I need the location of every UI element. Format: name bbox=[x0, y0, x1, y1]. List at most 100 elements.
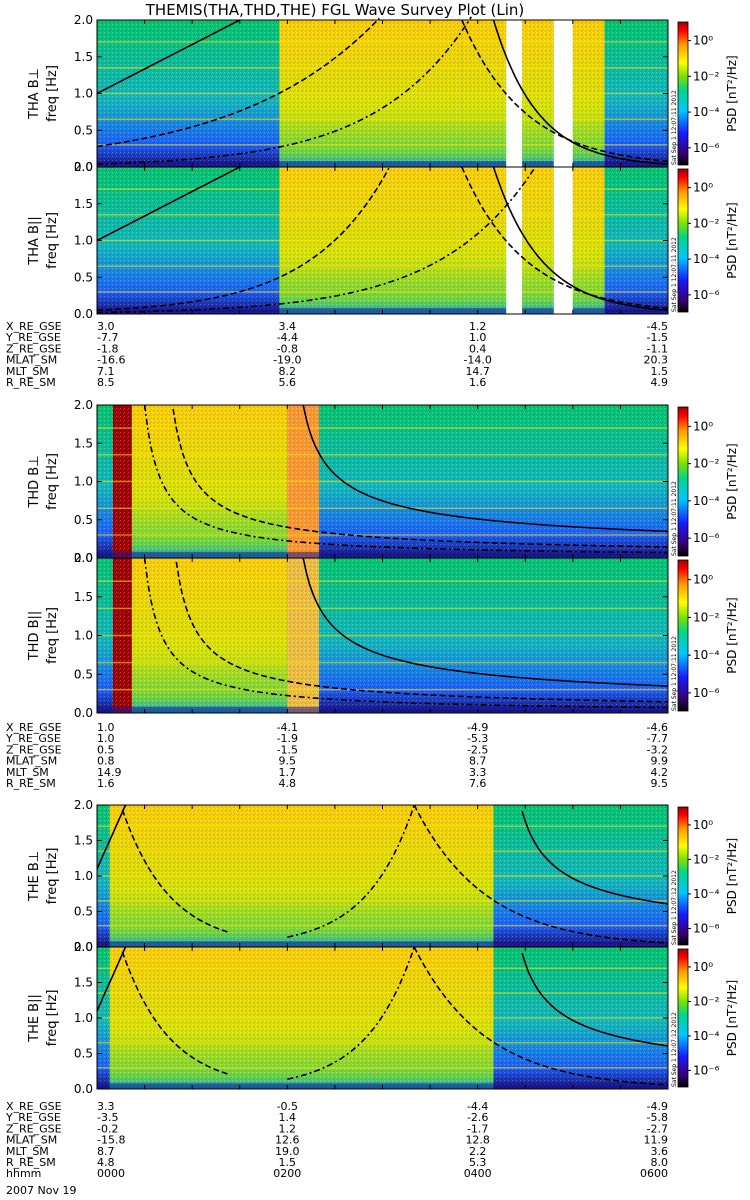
orbit-value: 4.2 bbox=[651, 766, 669, 779]
colorbar-tick-label: 10⁰ bbox=[693, 960, 713, 974]
cyclotron-curve bbox=[96, 166, 241, 242]
orbit-value: -2.5 bbox=[467, 743, 488, 756]
cyclotron-curve bbox=[96, 17, 380, 148]
panel-ylabel: THA B⊥ bbox=[27, 68, 42, 120]
orbit-row-label: MLAT_SM bbox=[6, 1134, 57, 1147]
cyclotron-curve bbox=[121, 951, 231, 1076]
orbit-value: 1.2 bbox=[469, 320, 487, 333]
cyclotron-curve bbox=[143, 404, 668, 554]
timestamp-stamp: Sat Sep 1 12:07:11 2012 bbox=[671, 237, 678, 312]
orbit-value: 5.6 bbox=[279, 376, 297, 389]
y-tick-label: 1.5 bbox=[74, 436, 93, 450]
orbit-row-label: Y_RE_GSE bbox=[5, 331, 61, 344]
y-tick-label: 1.5 bbox=[74, 50, 93, 64]
orbit-value: -14.0 bbox=[463, 354, 491, 367]
orbit-value: -4.4 bbox=[467, 1100, 488, 1113]
orbit-row-label: R_RE_SM bbox=[6, 777, 56, 790]
orbit-value: 1.4 bbox=[279, 1111, 297, 1124]
orbit-value: 8.7 bbox=[97, 1145, 115, 1158]
orbit-value: 3.3 bbox=[469, 766, 487, 779]
panel-ylabel: THE B⊥ bbox=[27, 851, 42, 902]
orbit-value: -15.8 bbox=[97, 1134, 125, 1147]
colorbar-tick-label: 10⁻² bbox=[693, 610, 720, 624]
colorbar-tick-label: 10⁻⁶ bbox=[693, 288, 720, 302]
spectrogram-panel: 0.0 0.5 1.0 1.5 2.0 THD B⊥ freq [Hz] 10⁰ 10⁻² 10⁻… bbox=[27, 398, 739, 565]
orbit-value: -0.5 bbox=[277, 1100, 298, 1113]
orbit-value: 7.1 bbox=[97, 365, 115, 378]
orbit-value: 0.4 bbox=[469, 342, 487, 355]
y-tick-label: 0.0 bbox=[74, 551, 93, 565]
panel-yunit: freq [Hz] bbox=[45, 607, 60, 664]
cyclotron-curve bbox=[143, 557, 669, 709]
cyclotron-curve bbox=[302, 404, 669, 533]
data-gap bbox=[553, 167, 573, 314]
y-tick-label: 0.5 bbox=[74, 1047, 93, 1061]
timestamp-stamp: Sat Sep 1 12:07:12 2012 bbox=[671, 1012, 678, 1087]
colorbar-tick-label: 10⁻⁶ bbox=[693, 531, 720, 545]
colorbar-tick-label: 10⁰ bbox=[693, 34, 713, 48]
orbit-value: 8.5 bbox=[97, 376, 115, 389]
orbit-row-label: R_RE_SM bbox=[6, 1156, 56, 1169]
spectrogram-panel: 0.0 0.5 1.0 1.5 2.0 THD B|| freq [Hz] 10⁰ 10⁻² 10… bbox=[27, 551, 739, 720]
colorbar-tick-label: 10⁻⁶ bbox=[693, 686, 720, 700]
orbit-tables: X_RE_GSE 3.0 3.4 1.2 -4.5 Y_RE_GSE -7.7 -4.4 1.0… bbox=[5, 320, 668, 1180]
orbit-value: 14.7 bbox=[465, 365, 490, 378]
orbit-value: -4.5 bbox=[647, 320, 668, 333]
orbit-value: -0.2 bbox=[97, 1122, 118, 1135]
cyclotron-curve bbox=[175, 561, 669, 703]
orbit-value: 1.2 bbox=[279, 1122, 297, 1135]
orbit-row-label: Y_RE_GSE bbox=[5, 1111, 61, 1124]
y-tick-label: 0.5 bbox=[74, 123, 93, 137]
y-tick-label: 0.5 bbox=[74, 270, 93, 284]
timestamp-stamp: Sat Sep 1 12:07:12 2012 bbox=[671, 870, 678, 945]
cyclotron-curve bbox=[96, 16, 472, 165]
cyclotron-curve bbox=[97, 167, 536, 314]
orbit-value: 1.0 bbox=[469, 331, 487, 344]
orbit-value: 2.2 bbox=[469, 1145, 487, 1158]
panel-yunit: freq [Hz] bbox=[45, 65, 60, 122]
orbit-value: 19.0 bbox=[275, 1145, 300, 1158]
panel-yunit: freq [Hz] bbox=[45, 212, 60, 269]
y-tick-label: 1.5 bbox=[74, 197, 93, 211]
colorbar bbox=[677, 806, 689, 946]
spectrogram-panel: 0.0 0.5 1.0 1.5 2.0 THE B|| freq [Hz] 10⁰ 10⁻² 10… bbox=[27, 940, 739, 1096]
colorbar-label: PSD [nT²/Hz] bbox=[725, 838, 739, 914]
y-tick-label: 2.0 bbox=[74, 798, 93, 812]
y-tick-label: 2.0 bbox=[74, 160, 93, 174]
orbit-value: -1.7 bbox=[467, 1122, 488, 1135]
colorbar-tick-label: 10⁻² bbox=[693, 216, 720, 230]
cyclotron-curve bbox=[492, 166, 669, 311]
spectrogram-panel: 0.0 0.5 1.0 1.5 2.0 THA B|| freq [Hz] 10⁰ 10⁻² 10… bbox=[27, 160, 739, 321]
cyclotron-curve bbox=[413, 946, 669, 1086]
orbit-value: 0.5 bbox=[97, 743, 115, 756]
orbit-value: -4.9 bbox=[647, 1100, 668, 1113]
orbit-row-label: X_RE_GSE bbox=[6, 320, 62, 333]
y-tick-label: 1.0 bbox=[74, 1011, 93, 1025]
y-tick-label: 1.0 bbox=[74, 475, 93, 489]
timestamp-stamp: Sat Sep 1 12:07:11 2012 bbox=[671, 481, 678, 556]
y-tick-label: 0.0 bbox=[74, 940, 93, 954]
cyclotron-curve bbox=[302, 557, 669, 687]
y-tick-label: 2.0 bbox=[74, 940, 93, 954]
colorbar bbox=[677, 406, 689, 557]
y-tick-label: 2.0 bbox=[74, 13, 93, 27]
orbit-value: -3.5 bbox=[97, 1111, 118, 1124]
orbit-value: -19.0 bbox=[273, 354, 301, 367]
colorbar-tick-label: 10⁻² bbox=[693, 994, 720, 1008]
orbit-value: 9.5 bbox=[279, 755, 297, 768]
orbit-value: 4.9 bbox=[651, 376, 669, 389]
orbit-value: 11.9 bbox=[644, 1134, 669, 1147]
orbit-row-label: MLAT_SM bbox=[6, 354, 57, 367]
colorbar-label: PSD [nT²/Hz] bbox=[725, 443, 739, 519]
panel-yunit: freq [Hz] bbox=[45, 453, 60, 510]
colorbar-tick-label: 10⁻⁶ bbox=[693, 1063, 720, 1077]
timestamp-stamp: Sat Sep 1 12:07:11 2012 bbox=[671, 636, 678, 711]
colorbar-tick-label: 10⁰ bbox=[693, 181, 713, 195]
data-gap bbox=[553, 20, 573, 167]
orbit-value: 4.8 bbox=[279, 777, 297, 790]
orbit-value: 1.6 bbox=[97, 777, 115, 790]
orbit-value: -2.6 bbox=[467, 1111, 488, 1124]
panel-ylabel: THE B|| bbox=[27, 994, 42, 1043]
